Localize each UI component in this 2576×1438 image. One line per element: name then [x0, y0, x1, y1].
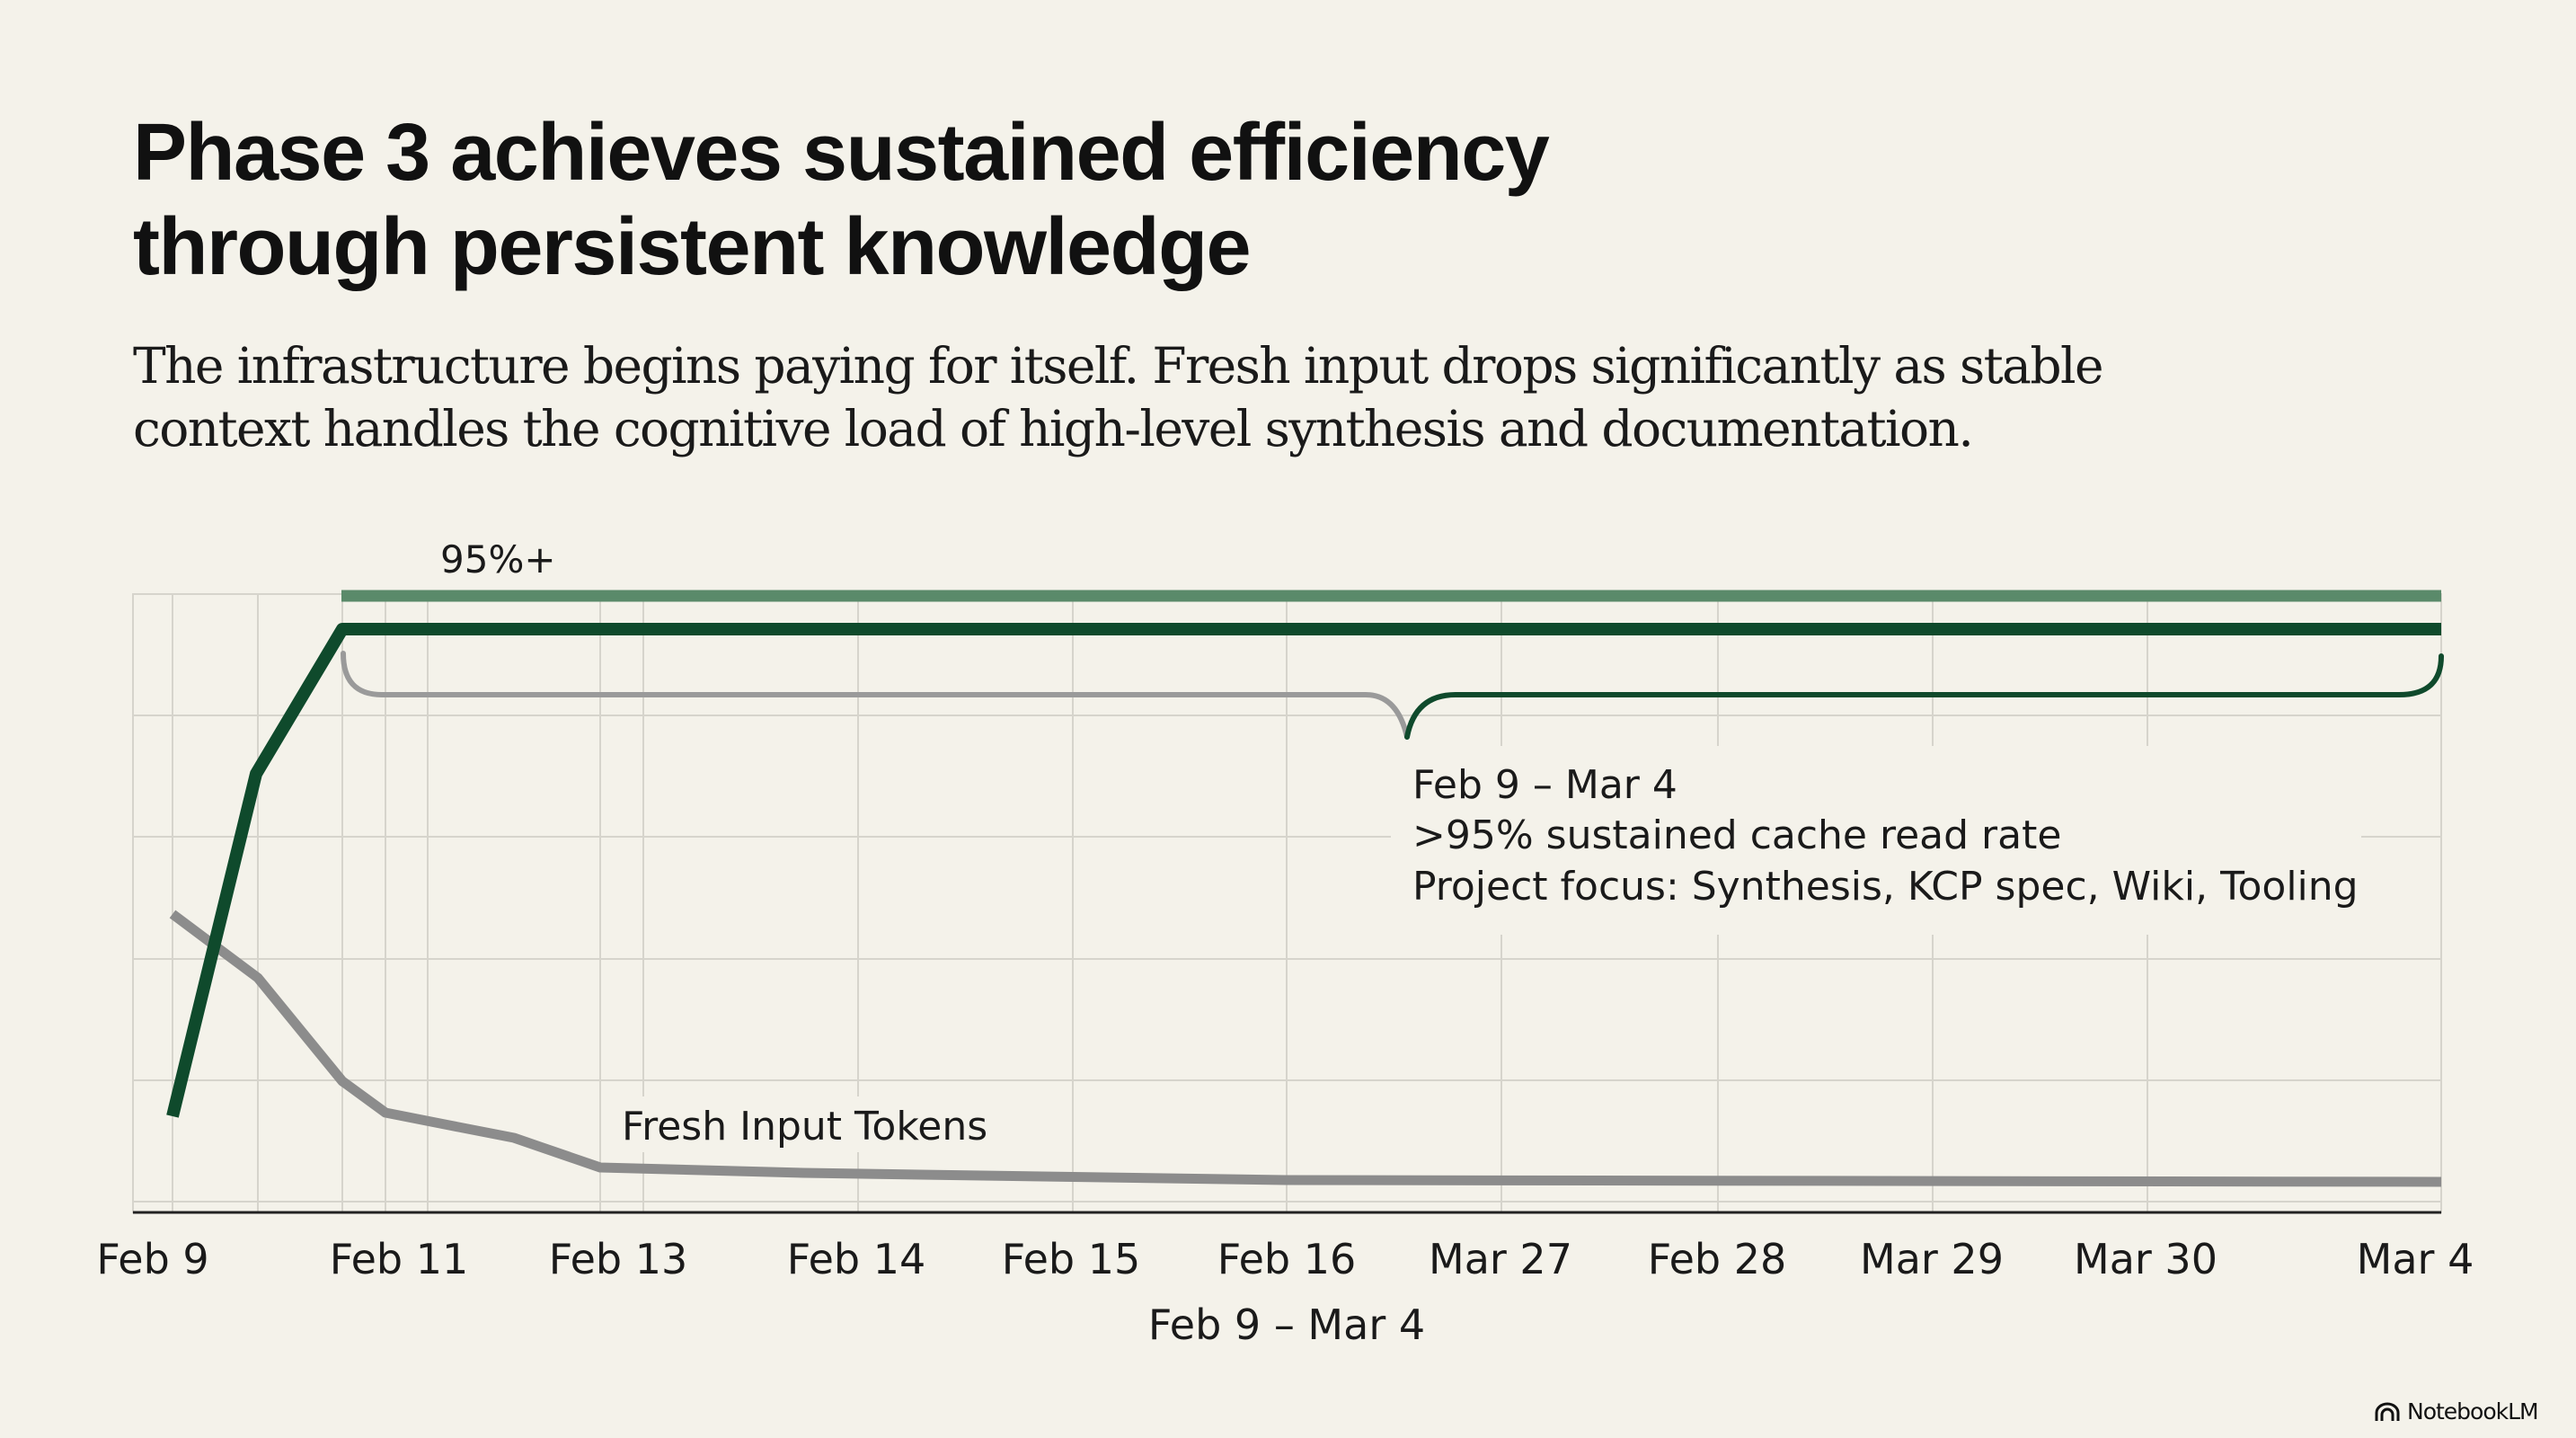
fresh-label-background: [615, 1096, 1001, 1152]
title-line-1: Phase 3 achieves sustained efficiency: [133, 108, 1550, 198]
subtitle-line-2: context handles the cognitive load of hi…: [133, 400, 1974, 457]
x-tick-label: Feb 14: [787, 1235, 926, 1283]
x-axis-ticks: Feb 9 Feb 11 Feb 13 Feb 14 Feb 15 Feb 16…: [96, 1235, 2474, 1283]
x-tick-label: Mar 27: [1429, 1235, 1572, 1283]
annotation-date-range: Feb 9 – Mar 4: [1412, 762, 1677, 808]
title-line-2: through persistent knowledge: [133, 202, 1252, 292]
x-tick-label: Feb 13: [549, 1235, 688, 1283]
threshold-label: 95%+: [440, 537, 556, 581]
annotation-background: [1391, 746, 2361, 935]
bracket-left-gray: [341, 651, 1410, 740]
annotation-project-focus: Project focus: Synthesis, KCP spec, Wiki…: [1412, 864, 2359, 910]
x-tick-label: Mar 4: [2357, 1235, 2474, 1283]
chart-subtitle: The infrastructure begins paying for its…: [133, 334, 2379, 460]
chart-title: Phase 3 achieves sustained efficiency th…: [133, 106, 1930, 295]
fresh-input-line: [169, 910, 2442, 1187]
brand-name: NotebookLM: [2407, 1398, 2539, 1425]
fresh-input-label: Fresh Input Tokens: [622, 1104, 987, 1150]
annotation-cache-rate: >95% sustained cache read rate: [1412, 812, 2061, 858]
subtitle-line-1: The infrastructure begins paying for its…: [133, 337, 2104, 395]
x-axis-title: Feb 9 – Mar 4: [1148, 1300, 1425, 1349]
x-tick-label: Mar 30: [2074, 1235, 2217, 1283]
x-tick-label: Mar 29: [1860, 1235, 2004, 1283]
notebooklm-logo-icon: [2375, 1402, 2400, 1421]
bracket-right-green: [1404, 653, 2444, 740]
cache-read-line: [166, 623, 2441, 1118]
x-tick-label: Feb 9: [96, 1235, 208, 1283]
notebooklm-brand: NotebookLM: [2375, 1398, 2539, 1425]
x-tick-label: Feb 16: [1217, 1235, 1357, 1283]
x-tick-label: Feb 15: [1002, 1235, 1141, 1283]
x-tick-label: Feb 28: [1648, 1235, 1787, 1283]
x-tick-label: Feb 11: [330, 1235, 469, 1283]
